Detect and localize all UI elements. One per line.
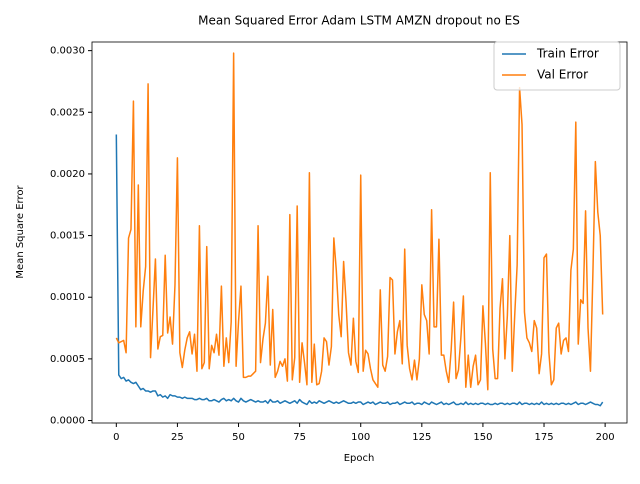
x-tick-label: 25 xyxy=(171,432,184,443)
x-tick-label: 175 xyxy=(534,432,553,443)
line-series xyxy=(115,52,604,391)
y-tick-label: 0.0015 xyxy=(50,231,85,242)
x-tick-label: 125 xyxy=(412,432,431,443)
x-tick-label: 75 xyxy=(293,432,306,443)
y-tick-label: 0.0020 xyxy=(50,169,85,180)
legend-label: Train Error xyxy=(536,47,599,61)
chart-title: Mean Squared Error Adam LSTM AMZN dropou… xyxy=(198,14,520,28)
y-tick-label: 0.0005 xyxy=(50,354,85,365)
x-tick-label: 100 xyxy=(351,432,370,443)
y-tick-label: 0.0030 xyxy=(50,46,85,57)
y-tick-label: 0.0025 xyxy=(50,107,85,118)
y-tick-label: 0.0000 xyxy=(50,416,85,427)
line-series xyxy=(115,134,604,407)
x-tick-label: 0 xyxy=(113,432,119,443)
x-tick-label: 150 xyxy=(473,432,492,443)
y-axis-label: Mean Square Error xyxy=(15,185,26,279)
y-tick-label: 0.0010 xyxy=(50,292,85,303)
axes-frame xyxy=(91,41,628,424)
legend-label: Val Error xyxy=(537,68,588,82)
x-tick-label: 200 xyxy=(596,432,615,443)
x-tick-label: 50 xyxy=(232,432,245,443)
x-axis-label: Epoch xyxy=(344,453,375,464)
